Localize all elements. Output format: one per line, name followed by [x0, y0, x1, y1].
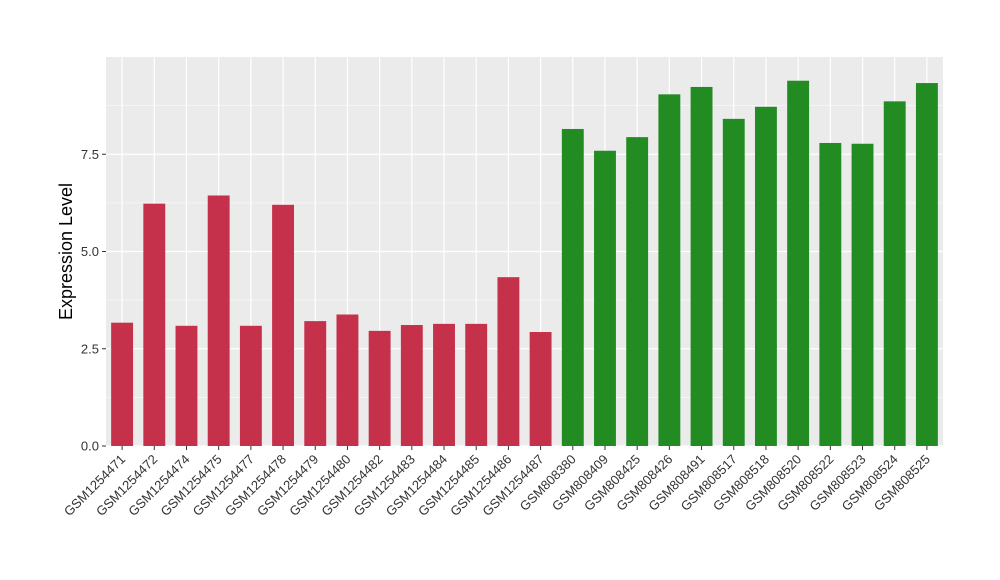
bar-GSM1254487	[529, 332, 552, 446]
bars	[111, 80, 938, 447]
bar-GSM808491	[690, 86, 713, 446]
bar-GSM808520	[787, 80, 810, 446]
bar-GSM808517	[722, 118, 745, 446]
bar-GSM1254472	[143, 203, 166, 446]
bar-GSM808518	[754, 106, 777, 447]
x-axis: GSM1254471GSM1254472GSM1254474GSM1254475…	[61, 446, 933, 519]
y-tick-label: 2.5	[81, 341, 99, 356]
bar-GSM808426	[658, 94, 681, 447]
bar-GSM1254478	[272, 204, 295, 446]
bar-GSM1254474	[175, 325, 198, 446]
y-axis: 0.0 2.5 5.0 7.5	[81, 147, 106, 454]
bar-GSM808525	[915, 83, 938, 447]
bar-GSM808524	[883, 101, 906, 446]
bar-GSM1254475	[207, 195, 230, 446]
bar-GSM808425	[626, 137, 649, 446]
bar-GSM808522	[819, 142, 842, 446]
y-tick-label: 0.0	[81, 439, 99, 454]
bar-GSM1254485	[465, 323, 488, 446]
y-tick-label: 7.5	[81, 147, 99, 162]
y-axis-title: Expression Level	[56, 183, 76, 320]
bar-GSM1254477	[239, 325, 262, 446]
bar-GSM808409	[594, 150, 616, 446]
y-tick-label: 5.0	[81, 244, 99, 259]
bar-GSM1254480	[336, 314, 359, 446]
bar-GSM1254479	[304, 321, 327, 446]
bar-GSM1254483	[400, 325, 423, 446]
bar-GSM1254471	[111, 322, 134, 446]
bar-GSM1254484	[433, 323, 455, 446]
bar-GSM1254486	[497, 277, 520, 446]
bar-GSM808380	[561, 128, 584, 446]
bar-GSM808523	[851, 143, 874, 446]
bar-GSM1254482	[368, 330, 391, 446]
